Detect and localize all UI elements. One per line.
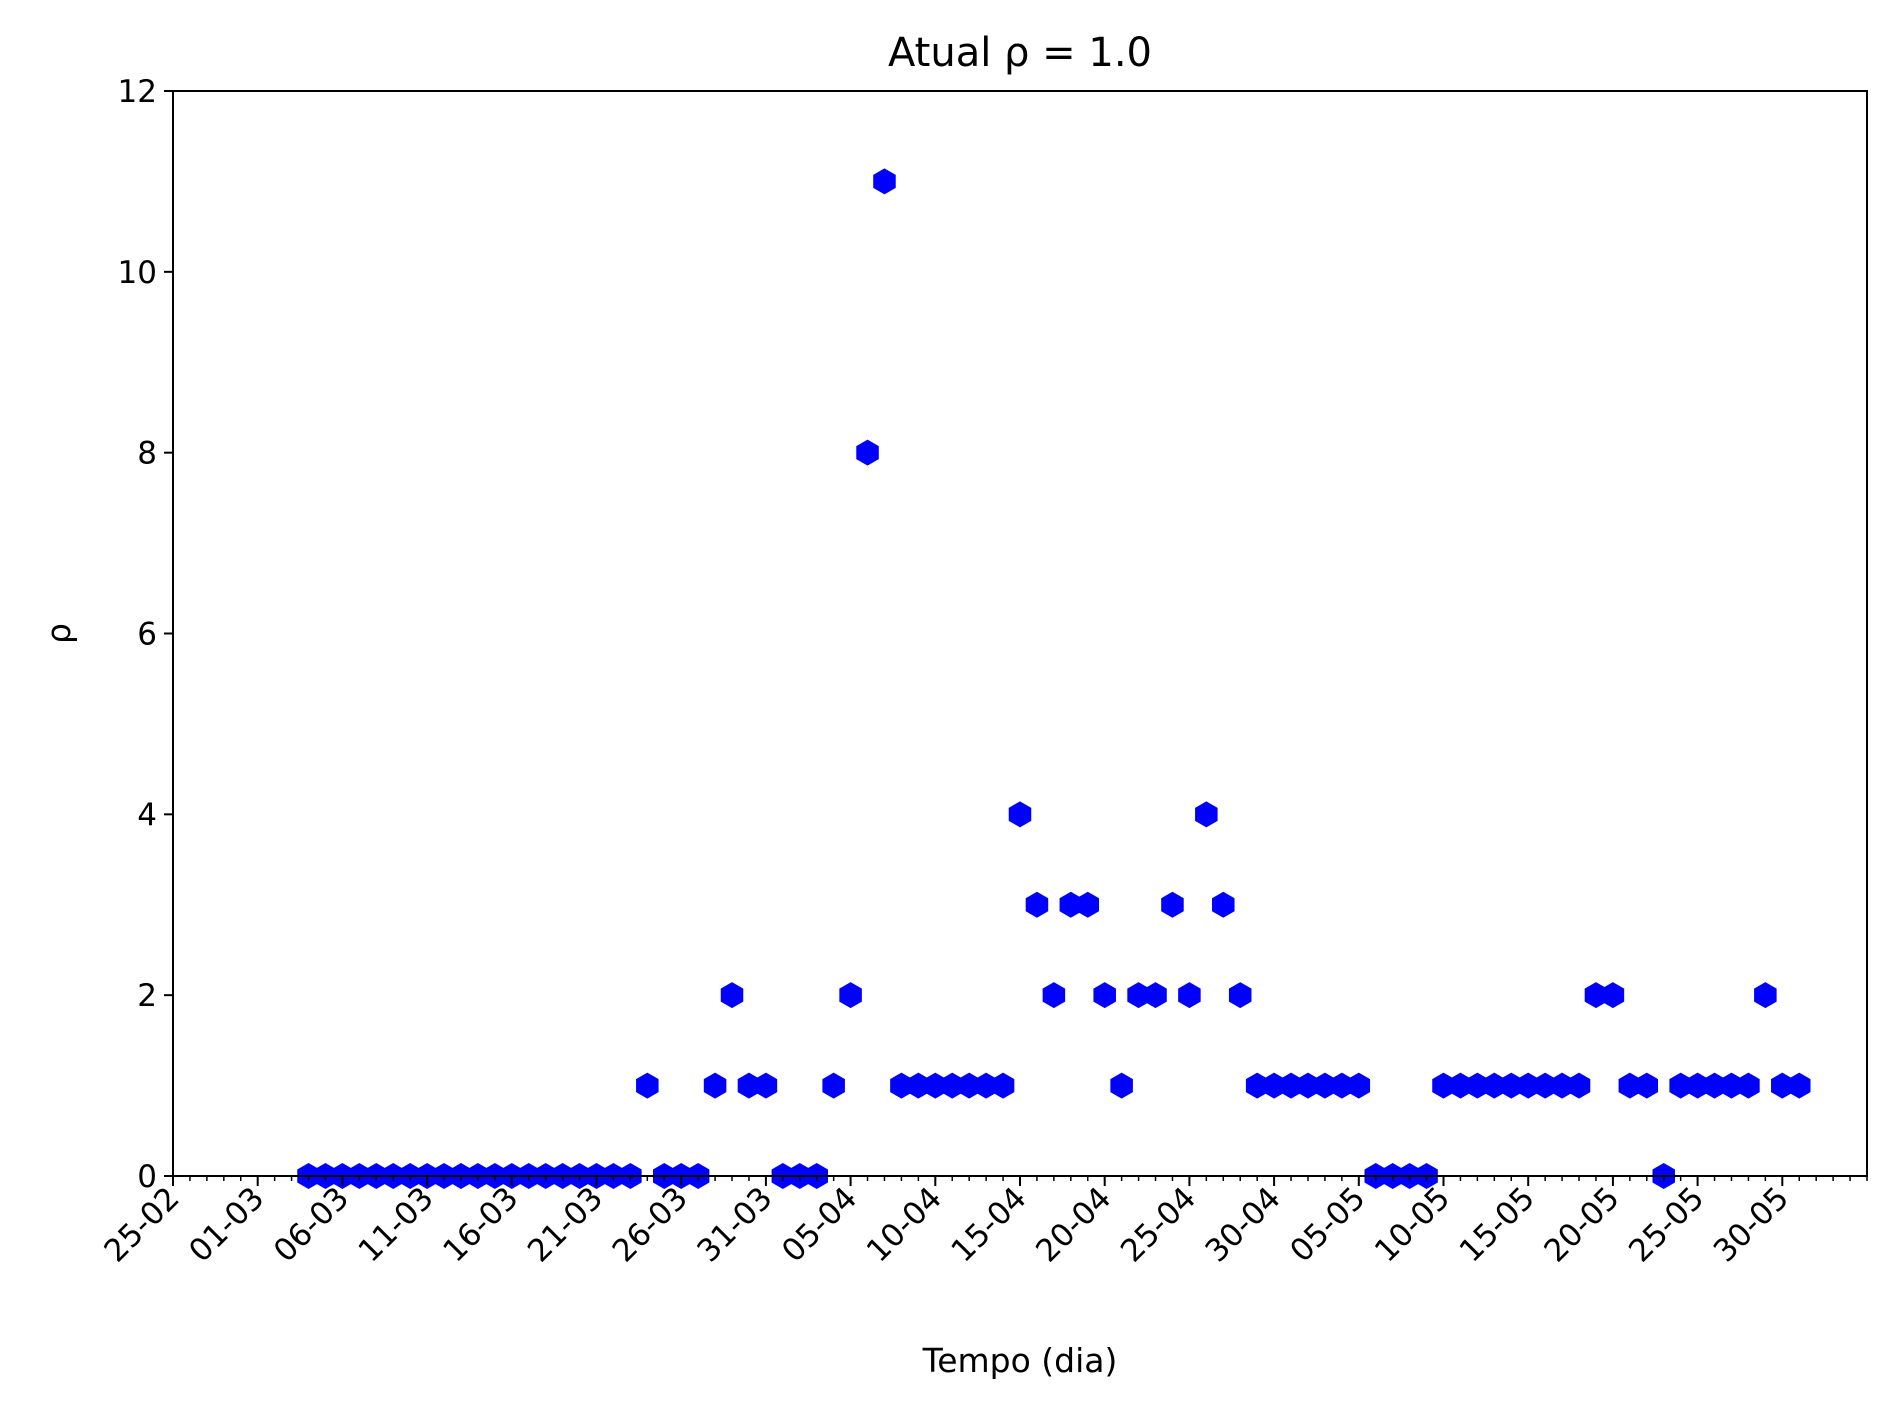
data-point bbox=[636, 1072, 659, 1099]
x-tick-label: 30-05 bbox=[1707, 1180, 1796, 1269]
x-tick-label: 06-03 bbox=[267, 1180, 356, 1269]
x-tick-label: 10-05 bbox=[1368, 1180, 1457, 1269]
data-point bbox=[1584, 982, 1608, 1009]
x-tick-label: 10-04 bbox=[860, 1180, 949, 1269]
x-tick-label: 31-03 bbox=[690, 1180, 779, 1269]
data-point bbox=[1042, 982, 1066, 1009]
y-tick-label: 2 bbox=[137, 978, 157, 1014]
data-point bbox=[1703, 1072, 1726, 1099]
x-tick-label: 20-05 bbox=[1537, 1180, 1626, 1269]
x-tick-label: 11-03 bbox=[352, 1180, 441, 1269]
data-point bbox=[822, 1072, 845, 1099]
y-tick-label: 10 bbox=[118, 255, 157, 291]
x-tick-label: 01-03 bbox=[182, 1180, 271, 1269]
data-point bbox=[1076, 891, 1100, 918]
x-axis-label: Tempo (dia) bbox=[922, 1341, 1118, 1380]
data-point bbox=[1669, 1072, 1692, 1099]
data-point bbox=[720, 982, 744, 1009]
data-point bbox=[1093, 982, 1116, 1009]
data-point bbox=[1618, 1072, 1642, 1099]
x-tick-label: 20-04 bbox=[1029, 1180, 1118, 1269]
data-point bbox=[974, 1072, 998, 1099]
y-tick-label: 8 bbox=[137, 436, 157, 472]
data-point bbox=[1245, 1072, 1269, 1099]
data-point bbox=[737, 1072, 761, 1099]
x-tick-label: 25-05 bbox=[1622, 1180, 1711, 1269]
chart-title: Atual ρ = 1.0 bbox=[888, 30, 1152, 76]
data-point bbox=[1178, 982, 1201, 1009]
data-point bbox=[1025, 891, 1049, 918]
x-tick-label: 21-03 bbox=[521, 1180, 610, 1269]
data-point bbox=[1228, 982, 1252, 1009]
data-point bbox=[1686, 1072, 1709, 1099]
data-point bbox=[924, 1072, 947, 1099]
data-point bbox=[1754, 982, 1777, 1009]
data-point bbox=[1533, 1072, 1557, 1099]
data-point bbox=[1161, 891, 1184, 918]
data-point bbox=[1127, 982, 1150, 1009]
data-point bbox=[1144, 982, 1167, 1009]
data-point bbox=[1466, 1072, 1489, 1099]
x-tick-label: 25-04 bbox=[1114, 1180, 1203, 1269]
data-point bbox=[1296, 1072, 1320, 1099]
data-point bbox=[991, 1072, 1015, 1099]
data-point bbox=[1500, 1072, 1523, 1099]
y-axis-label: ρ bbox=[39, 623, 78, 644]
data-point bbox=[957, 1072, 981, 1099]
data-point bbox=[1601, 982, 1625, 1009]
data-point bbox=[1212, 891, 1235, 918]
data-point bbox=[1110, 1072, 1133, 1099]
x-tick-label: 15-05 bbox=[1453, 1180, 1542, 1269]
data-point bbox=[1483, 1072, 1506, 1099]
data-point bbox=[1567, 1072, 1591, 1099]
y-axis-ticks: 0 2 4 6 8 10 12 bbox=[118, 74, 173, 1195]
data-point bbox=[890, 1072, 913, 1099]
data-point bbox=[754, 1072, 778, 1099]
x-tick-label: 05-05 bbox=[1283, 1180, 1372, 1269]
data-point bbox=[856, 439, 879, 466]
data-points bbox=[297, 168, 1811, 1189]
y-tick-label: 4 bbox=[137, 797, 157, 833]
data-point bbox=[1059, 891, 1083, 918]
data-point bbox=[1516, 1072, 1540, 1099]
x-tick-label: 26-03 bbox=[606, 1180, 695, 1269]
x-tick-label: 16-03 bbox=[436, 1180, 525, 1269]
data-point bbox=[1720, 1072, 1743, 1099]
x-axis-ticks: 25-0201-0306-0311-0316-0321-0326-0331-03… bbox=[97, 1176, 1868, 1269]
x-tick-label: 30-04 bbox=[1199, 1180, 1288, 1269]
data-point bbox=[1635, 1072, 1659, 1099]
data-point bbox=[1195, 801, 1218, 828]
data-point bbox=[1279, 1072, 1303, 1099]
plot-area-frame bbox=[172, 90, 1868, 1177]
y-tick-label: 6 bbox=[137, 617, 157, 653]
data-point bbox=[1449, 1072, 1472, 1099]
data-point bbox=[1771, 1072, 1794, 1099]
y-tick-label: 12 bbox=[118, 74, 157, 110]
data-point bbox=[907, 1072, 930, 1099]
data-point bbox=[940, 1072, 964, 1099]
data-point bbox=[1313, 1072, 1337, 1099]
data-point bbox=[873, 168, 896, 195]
data-point bbox=[1347, 1072, 1371, 1099]
x-tick-label: 15-04 bbox=[944, 1180, 1033, 1269]
data-point bbox=[1008, 801, 1032, 828]
data-point bbox=[1432, 1072, 1455, 1099]
x-tick-label: 05-04 bbox=[775, 1180, 864, 1269]
data-point bbox=[1737, 1072, 1760, 1099]
data-point bbox=[703, 1072, 727, 1099]
data-point bbox=[1550, 1072, 1574, 1099]
data-point bbox=[1330, 1072, 1354, 1099]
y-tick-label: 0 bbox=[137, 1159, 157, 1195]
data-point bbox=[1787, 1072, 1811, 1099]
data-point bbox=[1262, 1072, 1286, 1099]
data-point bbox=[839, 982, 862, 1009]
